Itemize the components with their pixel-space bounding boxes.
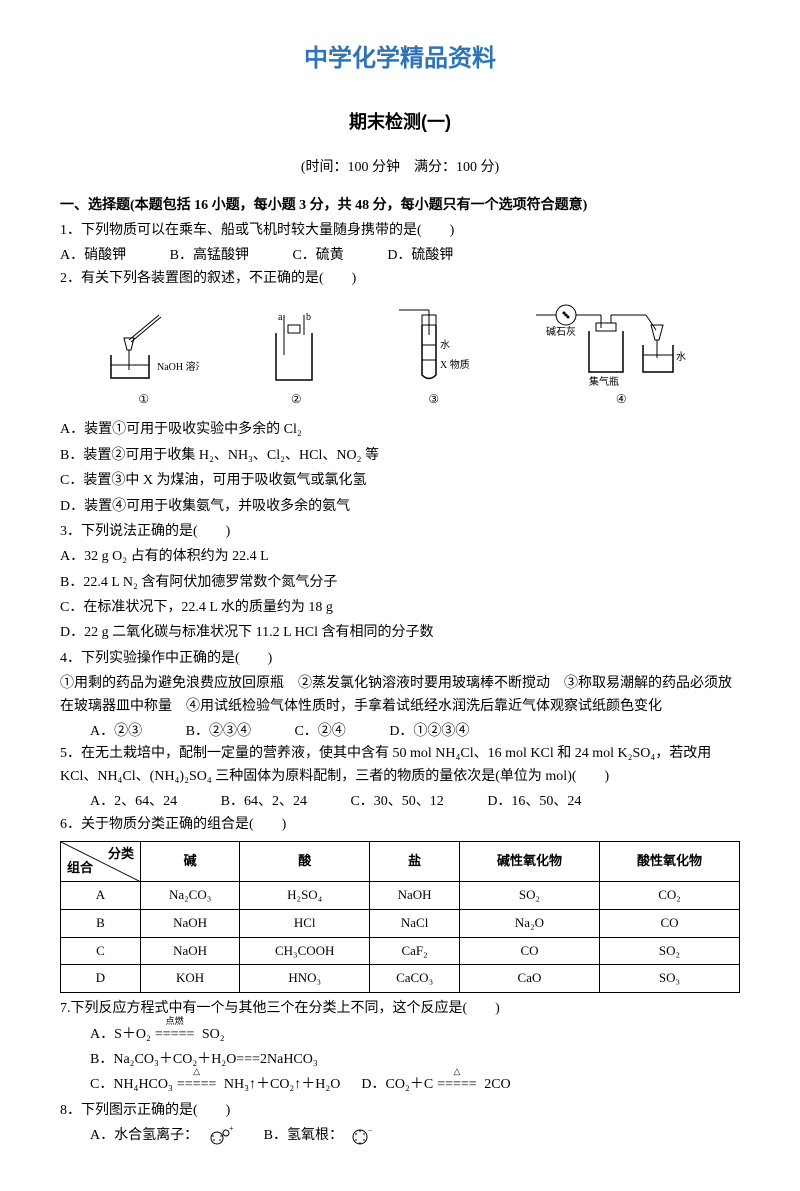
q4-opt-a: A．②③ (90, 724, 142, 739)
hydronium-ion-icon: + (206, 1125, 236, 1147)
col-basic-oxide: 碱性氧化物 (459, 841, 599, 881)
q4-options: A．②③ B．②③④ C．②④ D．①②③④ (60, 721, 740, 743)
q1-opt-d: D．硫酸钾 (387, 248, 453, 263)
col-acid-oxide: 酸性氧化物 (599, 841, 739, 881)
question-2: 2．有关下列各装置图的叙述，不正确的是( ) (60, 268, 740, 290)
hydroxide-ion-icon: − (350, 1125, 378, 1147)
q4-desc: ①用剩的药品为避免浪费应放回原瓶 ②蒸发氯化钠溶液时要用玻璃棒不断搅动 ③称取易… (60, 673, 740, 718)
q8-opt-b: B．氢氧根： (264, 1128, 343, 1143)
q5-opt-d: D．16、50、24 (487, 794, 581, 809)
svg-text:−: − (368, 1126, 373, 1135)
svg-text:X 物质: X 物质 (440, 358, 470, 371)
section-header: 一、选择题(本题包括 16 小题，每小题 3 分，共 48 分，每小题只有一个选… (60, 195, 740, 217)
table-row: CNaOHCH₃COOHCaF₂COSO₂ (61, 937, 740, 965)
q8-options: A．水合氢离子： + B．氢氧根： − (60, 1125, 740, 1148)
time-info: (时间：100 分钟 满分：100 分) (60, 157, 740, 179)
q6-table: 分类 组合 碱 酸 盐 碱性氧化物 酸性氧化物 ANa₂CO₃H₂SO₄NaOH… (60, 841, 740, 993)
q1-options: A．硝酸钾 B．高锰酸钾 C．硫黄 D．硫酸钾 (60, 245, 740, 267)
q2-opt-a: A．装置①可用于吸收实验中多余的 Cl₂ (60, 419, 740, 441)
table-row: ANa₂CO₃H₂SO₄NaOHSO₂CO₂ (61, 881, 740, 909)
question-1: 1．下列物质可以在乘车、船或飞机时较大量随身携带的是( ) (60, 220, 740, 242)
diagram-4: 碱石灰 集气瓶 水 ④ (531, 300, 711, 409)
svg-text:NaOH 溶液: NaOH 溶液 (157, 360, 199, 373)
drying-collect-icon: 碱石灰 集气瓶 水 (531, 300, 711, 390)
sub-title: 期末检测(一) (60, 108, 740, 137)
diagram-1: NaOH 溶液 ① (89, 310, 199, 409)
q3-opt-a: A．32 g O₂ 占有的体积约为 22.4 L (60, 546, 740, 568)
q5-options: A．2、64、24 B．64、2、24 C．30、50、12 D．16、50、2… (60, 791, 740, 813)
question-7: 7.下列反应方程式中有一个与其他三个在分类上不同，这个反应是( ) (60, 998, 740, 1020)
svg-text:b: b (306, 312, 311, 323)
q4-opt-c: C．②④ (294, 724, 345, 739)
q7-opt-a: A．S＋O₂=====点燃 SO₂ (60, 1024, 740, 1046)
table-header-row: 分类 组合 碱 酸 盐 碱性氧化物 酸性氧化物 (61, 841, 740, 881)
q2-diagrams: NaOH 溶液 ① a b ② 水 X 物质 ③ (60, 300, 740, 409)
col-base: 碱 (141, 841, 240, 881)
col-salt: 盐 (370, 841, 460, 881)
q3-opt-d: D．22 g 二氧化碳与标准状况下 11.2 L HCl 含有相同的分子数 (60, 622, 740, 644)
q5-opt-b: B．64、2、24 (221, 794, 307, 809)
q3-opt-b: B．22.4 L N₂ 含有阿伏加德罗常数个氮气分子 (60, 572, 740, 594)
q1-opt-c: C．硫黄 (292, 248, 343, 263)
q4-opt-d: D．①②③④ (389, 724, 469, 739)
q2-opt-b: B．装置②可用于收集 H₂、NH₃、Cl₂、HCl、NO₂ 等 (60, 445, 740, 467)
q3-opt-c: C．在标准状况下，22.4 L 水的质量约为 18 g (60, 597, 740, 619)
q1-opt-a: A．硝酸钾 (60, 248, 126, 263)
question-3: 3．下列说法正确的是( ) (60, 521, 740, 543)
gas-bottle-icon: a b (256, 310, 336, 390)
q2-opt-d: D．装置④可用于收集氨气，并吸收多余的氨气 (60, 496, 740, 518)
q2-opt-c: C．装置③中 X 为煤油，可用于吸收氨气或氯化氢 (60, 470, 740, 492)
table-row: DKOHHNO₃CaCO₃CaOSO₃ (61, 965, 740, 993)
q1-opt-b: B．高锰酸钾 (170, 248, 249, 263)
svg-text:a: a (278, 312, 283, 323)
test-tube-icon: 水 X 物质 (394, 300, 474, 390)
diagram-2: a b ② (256, 310, 336, 409)
table-row: BNaOHHClNaClNa₂OCO (61, 909, 740, 937)
beaker-funnel-icon: NaOH 溶液 (89, 310, 199, 390)
svg-text:水: 水 (440, 339, 450, 351)
svg-text:集气瓶: 集气瓶 (589, 375, 619, 388)
question-6: 6．关于物质分类正确的组合是( ) (60, 814, 740, 836)
col-acid: 酸 (240, 841, 370, 881)
question-5: 5．在无土栽培中，配制一定量的营养液，使其中含有 50 mol NH₄Cl、16… (60, 743, 740, 788)
main-title: 中学化学精品资料 (60, 40, 740, 78)
question-4: 4．下列实验操作中正确的是( ) (60, 648, 740, 670)
q7-opt-b: B．Na₂CO₃＋CO₂＋H₂O===2NaHCO₃ (60, 1049, 740, 1071)
q5-opt-a: A．2、64、24 (90, 794, 177, 809)
split-header: 分类 组合 (61, 841, 141, 881)
svg-text:水: 水 (676, 351, 686, 363)
diagram-3: 水 X 物质 ③ (394, 300, 474, 409)
q5-opt-c: C．30、50、12 (350, 794, 443, 809)
svg-text:碱石灰: 碱石灰 (546, 325, 576, 338)
q8-opt-a: A．水合氢离子： (90, 1128, 198, 1143)
q4-opt-b: B．②③④ (186, 724, 251, 739)
question-8: 8．下列图示正确的是( ) (60, 1100, 740, 1122)
q7-opt-cd: C．NH₄HCO₃=====△ NH₃↑＋CO₂↑＋H₂O D．CO₂＋C===… (60, 1074, 740, 1096)
